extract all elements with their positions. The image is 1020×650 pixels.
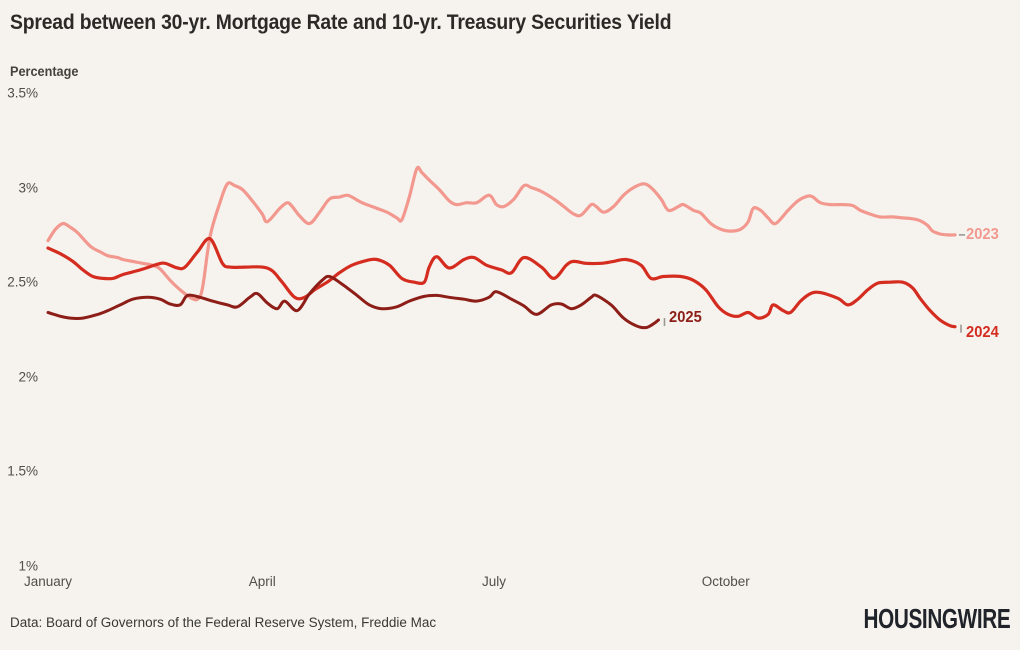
y-tick-label: 3.5% xyxy=(7,85,38,101)
series-label-2023: 2023 xyxy=(966,225,999,243)
x-tick-label: April xyxy=(248,574,276,589)
x-tick-label: January xyxy=(23,574,73,589)
line-2023 xyxy=(46,165,957,302)
y-tick-label: 3% xyxy=(18,180,38,196)
y-tick-label: 2% xyxy=(18,369,38,385)
line-2024 xyxy=(46,236,957,329)
y-tick-label: 1% xyxy=(18,558,38,574)
y-tick-label: 1.5% xyxy=(7,463,38,479)
x-tick-label: October xyxy=(701,574,750,589)
chart-title: Spread between 30-yr. Mortgage Rate and … xyxy=(10,10,672,34)
source-note: Data: Board of Governors of the Federal … xyxy=(10,615,437,630)
y-tick-label: 2.5% xyxy=(7,274,38,290)
x-tick-label: July xyxy=(482,574,507,589)
series-label-2025: 2025 xyxy=(669,309,703,327)
series-label-2024: 2024 xyxy=(966,323,999,341)
y-axis-unit-label: Percentage xyxy=(10,64,79,79)
line-2025 xyxy=(46,274,660,330)
housingwire-logo: HOUSINGWIRE xyxy=(863,603,1010,634)
